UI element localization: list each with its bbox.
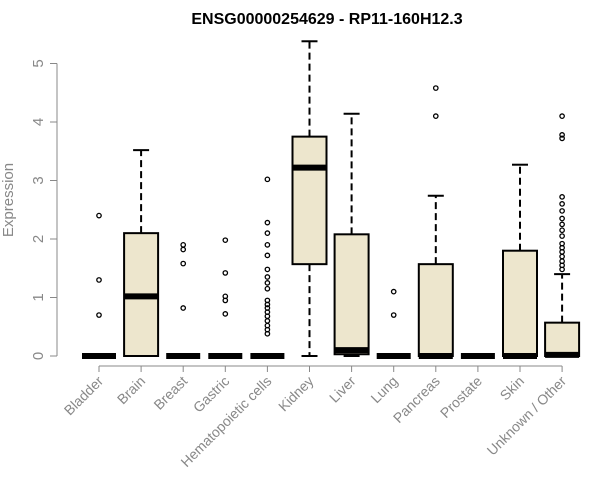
outlier-point (559, 113, 565, 120)
x-tick-label: Breast (150, 373, 190, 413)
outlier-point (559, 215, 565, 222)
box-body (291, 135, 328, 266)
boxes-group (82, 40, 581, 359)
box-2 (123, 149, 160, 357)
box-body (417, 263, 454, 357)
outlier-point (222, 237, 229, 244)
box-7 (333, 112, 370, 357)
box-8 (376, 288, 411, 359)
outlier-point (96, 312, 102, 318)
outlier-point (264, 274, 271, 280)
box-1 (82, 212, 116, 359)
y-tick-label: 0 (30, 352, 47, 360)
outlier-point (390, 288, 397, 295)
outlier-point (264, 305, 271, 311)
outlier-point (559, 240, 565, 247)
outlier-point (222, 293, 229, 300)
box-5 (250, 176, 285, 359)
x-tick-label: Bladder (61, 373, 107, 419)
outlier-point (264, 176, 271, 183)
outlier-point (222, 311, 229, 317)
x-tick-label: Kidney (275, 373, 317, 415)
outlier-point (559, 132, 565, 138)
outlier-point (264, 266, 271, 273)
outlier-point (180, 305, 187, 311)
box-12 (544, 113, 581, 358)
box-body (502, 249, 538, 357)
outlier-point (432, 113, 439, 120)
x-tick-label: Prostate (437, 373, 485, 421)
outlier-point (559, 227, 565, 234)
x-tick-label: Pancreas (390, 373, 443, 426)
chart-title: ENSG00000254629 - RP11-160H12.3 (191, 11, 462, 28)
y-axis: 0 1 2 3 4 5 (30, 59, 58, 360)
box-body (544, 321, 581, 357)
outlier-point (264, 280, 271, 286)
x-tick-label: Skin (497, 373, 528, 404)
box-4 (208, 237, 243, 359)
box-6 (291, 40, 328, 357)
outlier-point (222, 270, 229, 276)
outlier-point (432, 85, 439, 91)
outlier-point (264, 242, 271, 248)
outlier-point (180, 260, 187, 267)
outlier-point (264, 219, 271, 226)
outlier-point (559, 221, 565, 228)
box-11 (502, 163, 538, 359)
y-tick-label: 1 (30, 293, 47, 301)
y-tick-label: 2 (30, 235, 47, 243)
x-tick-label: Lung (367, 373, 400, 406)
y-tick-label: 4 (30, 118, 47, 126)
box-body (333, 233, 370, 356)
outlier-point (559, 135, 565, 142)
x-tick-label: Unknown / Other (484, 373, 570, 459)
outlier-point (96, 277, 102, 283)
y-tick-label: 3 (30, 176, 47, 184)
box-9 (417, 85, 454, 359)
outlier-point (180, 246, 187, 253)
outlier-point (264, 297, 271, 304)
outlier-point (390, 312, 397, 318)
outlier-point (559, 233, 565, 239)
outlier-point (264, 318, 271, 324)
outlier-point (96, 212, 102, 219)
x-tick-label: Brain (114, 373, 148, 407)
outlier-point (559, 253, 565, 260)
outlier-point (264, 252, 271, 259)
outlier-point (559, 201, 565, 207)
y-tick-label: 5 (30, 59, 47, 67)
y-axis-label: Expression (0, 163, 17, 237)
x-tick-label: Liver (326, 373, 359, 406)
outlier-point (264, 285, 271, 292)
outlier-point (559, 194, 565, 200)
box-3 (166, 242, 201, 359)
outlier-point (180, 242, 187, 248)
outlier-point (559, 208, 565, 214)
outlier-point (264, 230, 271, 236)
